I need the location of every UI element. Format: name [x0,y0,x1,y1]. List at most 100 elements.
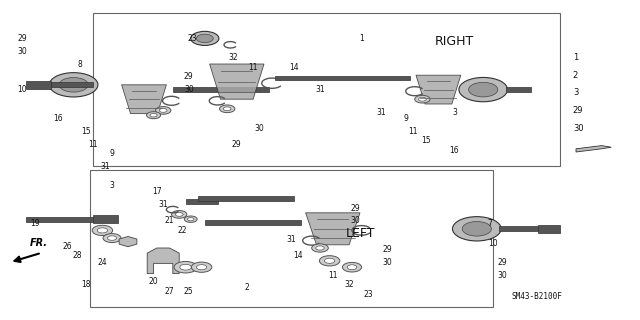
Circle shape [196,34,213,43]
Circle shape [150,114,157,117]
Text: 29: 29 [573,106,583,115]
Polygon shape [306,213,360,245]
Text: 10: 10 [488,239,498,248]
Text: 20: 20 [148,277,159,286]
Text: 11: 11 [248,63,257,72]
Text: 9: 9 [404,114,409,123]
Text: 3: 3 [573,88,578,97]
Polygon shape [93,215,118,223]
Text: 30: 30 [497,271,508,280]
Polygon shape [205,220,301,225]
Text: 25: 25 [184,287,194,296]
Text: 10: 10 [17,85,28,94]
Text: 29: 29 [497,258,508,267]
Text: 32: 32 [228,53,239,62]
Polygon shape [186,199,218,204]
Text: RIGHT: RIGHT [435,35,474,48]
Text: 17: 17 [152,188,162,196]
Text: 9: 9 [109,149,115,158]
Circle shape [468,82,498,97]
Text: 29: 29 [350,204,360,212]
Circle shape [316,246,324,250]
Polygon shape [538,225,560,233]
Circle shape [175,212,183,216]
Text: 30: 30 [17,47,28,56]
Circle shape [223,107,231,111]
Text: 1: 1 [573,53,578,62]
Text: 11: 11 [88,140,97,148]
Text: 31: 31 [315,85,325,94]
Circle shape [462,221,492,236]
Circle shape [174,261,197,273]
Text: 16: 16 [52,114,63,123]
Text: 29: 29 [17,34,28,43]
Text: 31: 31 [158,200,168,209]
Circle shape [319,256,340,266]
Circle shape [191,31,219,45]
Circle shape [196,265,207,270]
Text: 2: 2 [573,71,578,80]
Text: 15: 15 [420,136,431,145]
Text: 29: 29 [382,245,392,254]
Text: 18: 18 [82,280,91,289]
Circle shape [459,77,508,102]
Text: 30: 30 [382,258,392,267]
Text: 21: 21 [165,216,174,225]
Text: 15: 15 [81,127,92,136]
Polygon shape [26,217,93,222]
Text: 16: 16 [449,146,460,155]
Circle shape [312,244,328,252]
Polygon shape [119,236,137,247]
Text: 11: 11 [408,127,417,136]
Text: 30: 30 [350,216,360,225]
Text: 31: 31 [100,162,111,171]
Text: 23: 23 [363,290,373,299]
Text: 29: 29 [184,72,194,81]
Text: 28: 28 [72,252,81,260]
Polygon shape [275,76,410,80]
Text: SM43-B2100F: SM43-B2100F [512,292,563,301]
Circle shape [159,108,167,112]
Polygon shape [499,226,538,231]
Polygon shape [210,64,264,99]
Polygon shape [198,196,294,201]
Polygon shape [26,81,51,89]
Polygon shape [122,85,166,114]
Polygon shape [173,87,269,92]
Circle shape [108,236,116,240]
Text: 1: 1 [359,34,364,43]
Circle shape [415,95,430,103]
Circle shape [220,105,235,113]
Circle shape [184,216,197,222]
Text: FR.: FR. [29,238,47,248]
Circle shape [97,228,108,233]
Circle shape [103,234,121,243]
Polygon shape [576,146,611,152]
Circle shape [180,264,191,270]
Polygon shape [51,82,93,87]
Text: 24: 24 [97,258,108,267]
Text: 27: 27 [164,287,175,296]
Text: 7: 7 [487,220,492,228]
Text: 2: 2 [244,284,249,292]
Circle shape [188,218,194,221]
Text: 14: 14 [289,63,300,72]
Circle shape [342,262,362,272]
Text: 31: 31 [376,108,386,116]
Circle shape [147,112,161,119]
Text: 19: 19 [30,220,40,228]
Circle shape [59,77,88,92]
Text: 30: 30 [573,124,584,132]
Text: LEFT: LEFT [346,227,375,240]
Circle shape [49,73,98,97]
Text: 30: 30 [184,85,194,94]
Text: 26: 26 [62,242,72,251]
Circle shape [347,265,357,269]
Text: 23: 23 [187,34,197,43]
Circle shape [452,217,501,241]
Text: 22: 22 [178,226,187,235]
Text: 32: 32 [344,280,354,289]
Polygon shape [147,248,179,274]
Circle shape [172,211,187,218]
Circle shape [92,225,113,236]
